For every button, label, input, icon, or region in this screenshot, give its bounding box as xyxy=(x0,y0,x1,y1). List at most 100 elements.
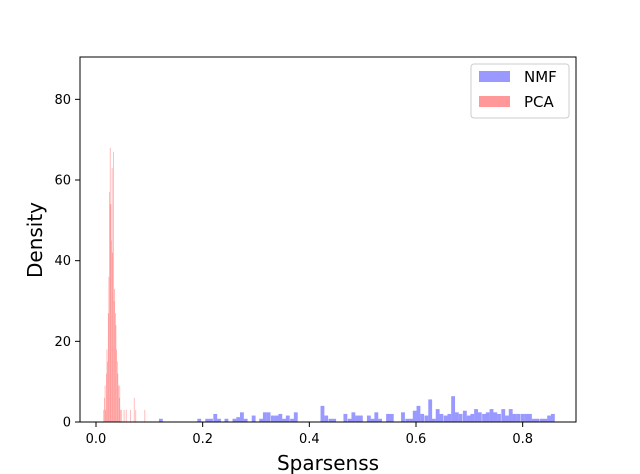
bar-nmf-47 xyxy=(439,413,444,422)
bar-nmf-71 xyxy=(531,418,536,422)
bars-layer xyxy=(103,147,555,422)
bar-nmf-8 xyxy=(236,417,241,422)
bar-nmf-56 xyxy=(474,409,478,422)
bar-pca-12 xyxy=(111,240,112,422)
bar-nmf-33 xyxy=(374,412,379,422)
bar-nmf-69 xyxy=(524,413,529,422)
bar-pca-19 xyxy=(115,325,117,422)
y-tick-label: 0 xyxy=(63,416,71,431)
bar-pca-16 xyxy=(113,301,115,422)
bar-nmf-34 xyxy=(378,418,382,422)
bar-nmf-19 xyxy=(285,415,290,422)
bar-nmf-26 xyxy=(343,413,348,422)
bar-pca-15 xyxy=(113,151,114,422)
bar-nmf-57 xyxy=(477,412,482,422)
bar-pca-27 xyxy=(121,409,123,422)
bar-pca-24 xyxy=(118,397,120,422)
y-tick-label: 20 xyxy=(54,335,71,350)
bar-pca-4 xyxy=(106,373,107,422)
bar-pca-5 xyxy=(106,349,108,422)
bar-nmf-75 xyxy=(547,415,552,422)
bar-nmf-5 xyxy=(217,418,221,422)
bar-nmf-61 xyxy=(493,412,498,422)
bar-nmf-62 xyxy=(497,413,501,422)
x-axis-label: Sparsenss xyxy=(277,451,379,474)
bar-nmf-32 xyxy=(370,418,375,422)
bar-pca-0 xyxy=(103,409,105,422)
bar-nmf-51 xyxy=(454,412,459,422)
bar-nmf-53 xyxy=(462,410,467,422)
bar-pca-33 xyxy=(144,409,146,422)
bar-nmf-64 xyxy=(505,415,509,422)
bar-nmf-22 xyxy=(320,405,325,422)
bar-pca-32 xyxy=(135,409,137,422)
bar-nmf-74 xyxy=(543,418,548,422)
bar-nmf-13 xyxy=(262,412,267,422)
bar-pca-20 xyxy=(116,349,117,422)
bar-nmf-46 xyxy=(435,409,440,422)
bar-nmf-38 xyxy=(405,418,410,422)
bar-nmf-42 xyxy=(420,413,425,422)
bar-pca-29 xyxy=(125,409,127,422)
bar-pca-30 xyxy=(130,409,131,422)
bar-nmf-23 xyxy=(324,415,329,422)
bar-nmf-0 xyxy=(158,418,163,422)
x-tick-label: 0.4 xyxy=(299,432,320,447)
bar-pca-7 xyxy=(107,313,109,422)
bar-nmf-58 xyxy=(482,413,486,422)
bar-nmf-73 xyxy=(539,418,544,422)
bar-pca-1 xyxy=(104,397,105,422)
bar-nmf-20 xyxy=(290,418,294,422)
bar-nmf-1 xyxy=(197,418,202,422)
bar-nmf-27 xyxy=(347,418,352,422)
y-tick-label: 80 xyxy=(54,93,71,108)
legend-swatch-nmf xyxy=(479,71,510,82)
legend-swatch-pca xyxy=(479,96,510,107)
bar-pca-22 xyxy=(117,373,119,422)
bar-nmf-39 xyxy=(409,418,413,422)
bar-nmf-18 xyxy=(282,418,286,422)
bar-nmf-60 xyxy=(489,409,494,422)
y-tick-label: 60 xyxy=(54,174,71,189)
bar-nmf-35 xyxy=(386,413,390,422)
bar-pca-11 xyxy=(110,204,112,422)
x-tick-label: 0.2 xyxy=(192,432,213,447)
bar-nmf-52 xyxy=(458,413,463,422)
bar-nmf-17 xyxy=(278,413,283,422)
bar-nmf-65 xyxy=(508,409,513,422)
bar-pca-3 xyxy=(105,409,107,422)
bar-pca-21 xyxy=(116,361,118,422)
bar-nmf-54 xyxy=(466,415,471,422)
bar-pca-2 xyxy=(104,385,106,422)
bar-pca-18 xyxy=(114,313,116,422)
bar-nmf-9 xyxy=(240,412,244,422)
bar-nmf-43 xyxy=(424,415,429,422)
bar-nmf-4 xyxy=(213,413,218,422)
bar-pca-23 xyxy=(118,385,119,422)
x-tick-label: 0.8 xyxy=(512,432,533,447)
bar-nmf-76 xyxy=(550,413,555,422)
bar-nmf-16 xyxy=(274,415,279,422)
bar-nmf-36 xyxy=(389,413,394,422)
bar-nmf-67 xyxy=(516,413,521,422)
bar-pca-17 xyxy=(114,288,115,422)
bar-nmf-48 xyxy=(443,415,448,422)
bar-nmf-50 xyxy=(451,396,456,422)
bar-nmf-29 xyxy=(355,415,360,422)
bar-pca-6 xyxy=(107,361,108,422)
bar-nmf-24 xyxy=(328,418,333,422)
bar-nmf-14 xyxy=(266,412,271,422)
bar-nmf-30 xyxy=(358,415,363,422)
y-tick-label: 40 xyxy=(54,254,71,269)
bar-pca-13 xyxy=(111,167,113,422)
bar-pca-26 xyxy=(120,409,121,422)
x-tick-label: 0.6 xyxy=(406,432,427,447)
bar-nmf-10 xyxy=(243,418,248,422)
bar-nmf-2 xyxy=(205,418,210,422)
bar-nmf-59 xyxy=(485,412,490,422)
bar-nmf-6 xyxy=(224,418,229,422)
plot-frame xyxy=(79,56,577,423)
bar-nmf-44 xyxy=(428,399,433,422)
bar-nmf-40 xyxy=(412,410,417,422)
bar-nmf-70 xyxy=(528,413,532,422)
